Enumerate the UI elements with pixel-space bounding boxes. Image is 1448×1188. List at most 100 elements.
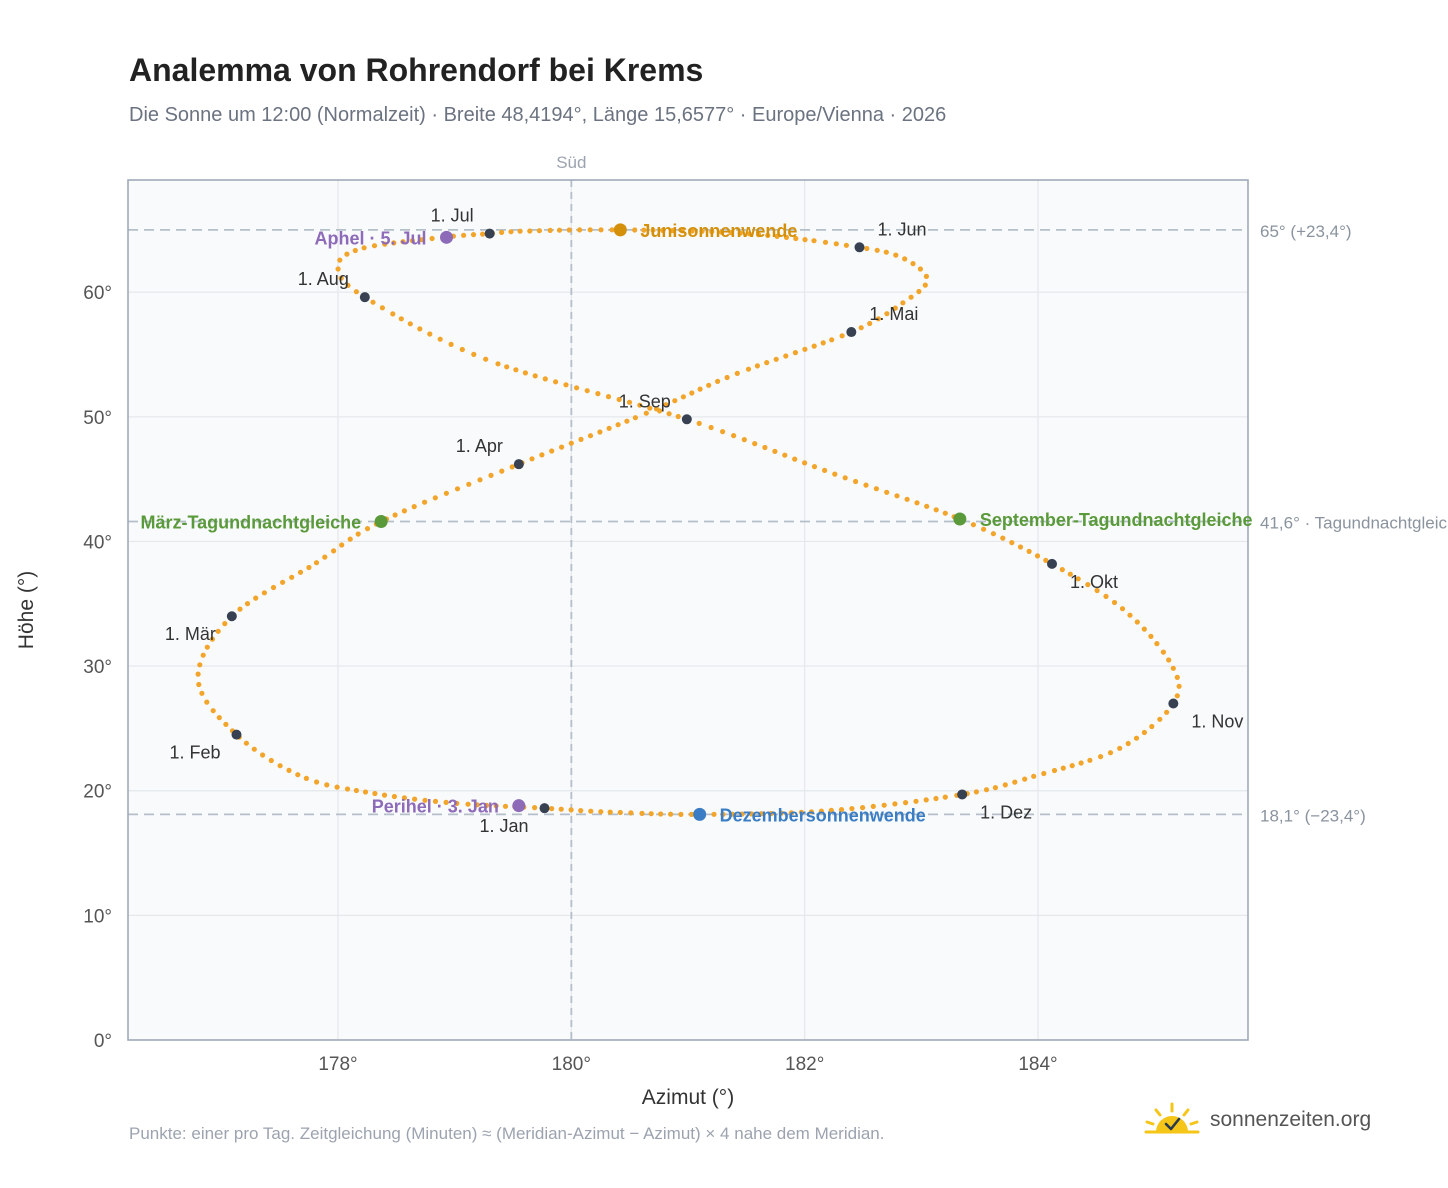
day-point [338, 275, 344, 281]
month-marker [1168, 698, 1179, 709]
y-tick-label: 40° [83, 532, 112, 553]
day-point [400, 239, 406, 245]
day-point [598, 227, 604, 233]
day-point [1059, 567, 1065, 573]
day-point [822, 239, 829, 245]
day-point [637, 402, 643, 408]
day-point [522, 370, 529, 376]
day-point [697, 386, 703, 392]
day-point [196, 681, 202, 688]
day-point [398, 316, 404, 322]
y-tick-label: 60° [83, 283, 112, 304]
day-point [1117, 745, 1123, 751]
day-point [549, 806, 555, 812]
day-point [875, 316, 882, 322]
day-point [432, 495, 438, 501]
day-point [792, 350, 799, 356]
day-point [362, 789, 369, 795]
day-point [412, 796, 418, 802]
day-point [741, 437, 747, 443]
day-point [1170, 665, 1176, 671]
month-marker [854, 242, 865, 253]
day-point [411, 504, 417, 510]
day-point [904, 496, 910, 502]
day-point [595, 391, 601, 397]
day-point [913, 798, 919, 804]
month-label: 1. Sep [619, 391, 671, 411]
day-point [828, 807, 834, 814]
event-label: Junisonnenwende [640, 221, 797, 241]
day-point [345, 282, 351, 288]
brand-logo[interactable]: sonnenzeiten.org [1144, 1100, 1371, 1140]
day-point [553, 379, 559, 385]
day-point [802, 237, 808, 243]
day-point [731, 433, 737, 439]
event-marker [512, 799, 526, 813]
day-point [204, 644, 210, 650]
day-point [1174, 693, 1180, 699]
day-point [672, 398, 678, 404]
day-point [454, 486, 461, 492]
day-point [892, 305, 898, 311]
day-point [657, 408, 663, 414]
meridian-label: Süd [556, 153, 586, 172]
day-point [1087, 757, 1093, 763]
day-point [391, 793, 397, 800]
day-point [774, 233, 780, 239]
day-point [339, 542, 345, 548]
day-point [615, 422, 621, 428]
month-label: 1. Okt [1070, 572, 1118, 592]
day-point [1026, 548, 1032, 555]
day-point [465, 801, 471, 807]
day-point [788, 810, 794, 816]
day-point [853, 478, 859, 485]
grid-lines [128, 180, 1248, 1041]
day-point [647, 405, 653, 411]
day-point [578, 436, 584, 442]
day-point [689, 228, 695, 234]
month-label: 1. Jul [431, 206, 474, 226]
reference-lines: Süd 65° (+23,4°) 41,6° · Tagundnachtgleich… [128, 153, 1448, 1040]
day-point [200, 652, 206, 658]
month-label: 1. Mai [869, 304, 918, 324]
day-point [1160, 649, 1166, 655]
day-point [459, 346, 465, 353]
day-point [903, 800, 909, 806]
footnote: Punkte: einer pro Tag. Zeitgleichung (Mi… [129, 1124, 885, 1143]
day-point [324, 782, 330, 788]
day-point [983, 787, 990, 793]
day-point [679, 228, 685, 234]
y-tick-label: 50° [83, 408, 112, 429]
day-point [210, 708, 216, 714]
day-point [474, 802, 480, 808]
day-point [432, 798, 439, 805]
day-point [334, 784, 340, 790]
month-marker [484, 228, 495, 239]
day-point [746, 231, 752, 237]
day-point [606, 425, 612, 431]
day-point [418, 237, 425, 243]
day-point [549, 448, 555, 454]
day-point [839, 333, 845, 339]
day-point [584, 388, 590, 394]
day-point [884, 489, 890, 495]
day-point [1094, 587, 1100, 594]
day-point [914, 500, 920, 506]
y-tick-label: 0° [94, 1031, 112, 1052]
day-point [1103, 593, 1109, 600]
month-marker [681, 414, 692, 425]
day-point [1012, 779, 1018, 785]
day-point [461, 232, 467, 238]
day-point [773, 356, 779, 362]
day-point [632, 227, 638, 233]
day-point [237, 606, 243, 612]
day-point [253, 595, 259, 601]
day-point [820, 340, 826, 346]
day-point [863, 482, 869, 488]
day-point [407, 321, 413, 327]
day-point [864, 245, 870, 252]
day-point [762, 444, 768, 451]
day-point [401, 795, 407, 801]
day-point [466, 481, 472, 487]
day-point [605, 394, 612, 400]
